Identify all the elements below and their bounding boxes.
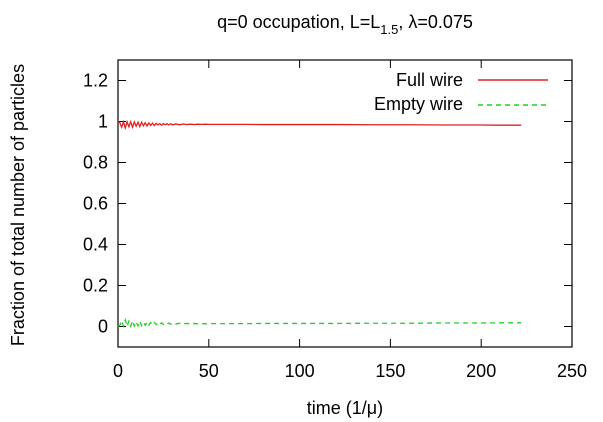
x-tick-label: 250 [557,361,587,381]
chart-title: q=0 occupation, L=L1.5, λ=0.075 [217,12,473,37]
chart-title-subscript: 1.5 [380,22,398,37]
x-tick-label: 0 [113,361,123,381]
chart-title-main: q=0 occupation, L=L [217,12,380,32]
y-tick-label: 1.2 [83,71,108,91]
y-tick-label: 0.4 [83,235,108,255]
y-tick-label: 0.8 [83,153,108,173]
legend-label-full-wire: Full wire [396,70,463,90]
legend-label-empty-wire: Empty wire [374,94,463,114]
series-line-empty-wire [117,317,522,329]
x-axis-ticks: 0 50 100 150 200 250 [113,60,587,381]
series-line-full-wire [117,119,522,131]
y-axis-ticks: 0 0.2 0.4 0.6 0.8 1 1.2 [83,71,572,337]
x-tick-label: 150 [375,361,405,381]
y-tick-label: 0.6 [83,194,108,214]
series-layer [117,119,522,329]
x-tick-label: 200 [466,361,496,381]
y-tick-label: 0 [98,317,108,337]
x-axis-label: time (1/μ) [307,398,383,418]
x-tick-label: 100 [285,361,315,381]
plot-frame [117,59,573,348]
y-axis-label: Fraction of total number of particles [8,64,28,346]
y-tick-label: 1 [98,112,108,132]
x-tick-label: 50 [199,361,219,381]
y-tick-label: 0.2 [83,276,108,296]
chart-title-suffix: , λ=0.075 [398,12,473,32]
legend: Full wire Empty wire [374,70,548,114]
